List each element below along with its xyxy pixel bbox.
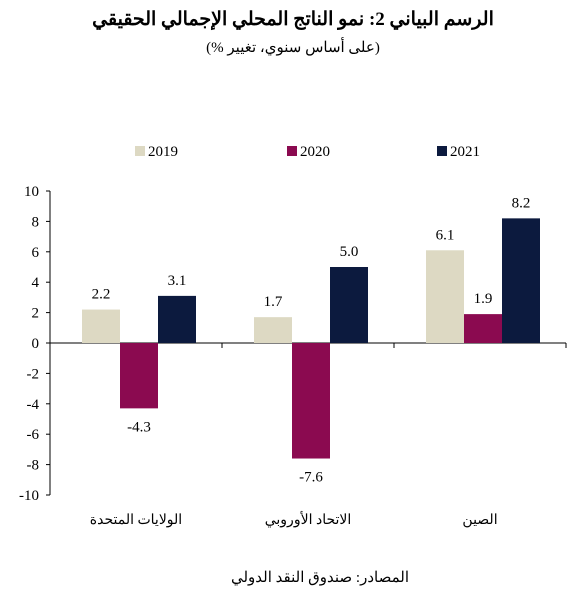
bar-2020: [292, 343, 330, 459]
data-label: 1.9: [474, 291, 493, 307]
legend-label: 2019: [148, 144, 178, 160]
y-tick-label: -4: [27, 397, 40, 413]
legend-label: 2020: [300, 144, 330, 160]
category-label: الصين: [462, 513, 497, 528]
y-tick-label: -2: [27, 366, 40, 382]
y-tick-label: 2: [32, 306, 40, 322]
y-tick-label: -10: [19, 488, 39, 504]
y-tick-label: 10: [24, 184, 39, 200]
data-label: 2.2: [92, 287, 111, 303]
bar-2019: [254, 317, 292, 343]
y-tick-label: 4: [32, 275, 40, 291]
data-label: 3.1: [168, 273, 187, 289]
category-label: الولايات المتحدة: [90, 513, 182, 528]
y-tick-label: -6: [27, 427, 40, 443]
data-label: 1.7: [264, 294, 283, 310]
y-tick-label: 0: [32, 336, 40, 352]
source-note: المصادر: صندوق النقد الدولي: [230, 570, 409, 586]
bar-2019: [426, 250, 464, 343]
data-label: 5.0: [340, 244, 359, 260]
data-label: 6.1: [436, 227, 455, 243]
y-tick-label: 8: [32, 214, 40, 230]
bar-2020: [120, 343, 158, 409]
y-tick-label: 6: [32, 245, 40, 261]
legend-swatch-2019: [135, 146, 145, 156]
legend-label: 2021: [450, 144, 480, 160]
bar-2021: [502, 218, 540, 343]
bar-2019: [82, 309, 120, 343]
chart-subtitle: (على أساس سنوي، تغيير %): [206, 40, 380, 56]
category-label: الاتحاد الأوروبي: [265, 510, 352, 528]
data-label: 8.2: [512, 195, 531, 211]
bar-2021: [158, 295, 196, 343]
data-label: -7.6: [299, 470, 323, 486]
legend-swatch-2020: [287, 146, 297, 156]
bar-2021: [330, 267, 368, 343]
legend-swatch-2021: [437, 146, 447, 156]
y-tick-label: -8: [27, 458, 40, 474]
chart-title: الرسم البياني 2: نمو الناتج المحلي الإجم…: [92, 9, 494, 30]
bar-2020: [464, 314, 502, 343]
data-label: -4.3: [127, 419, 151, 435]
